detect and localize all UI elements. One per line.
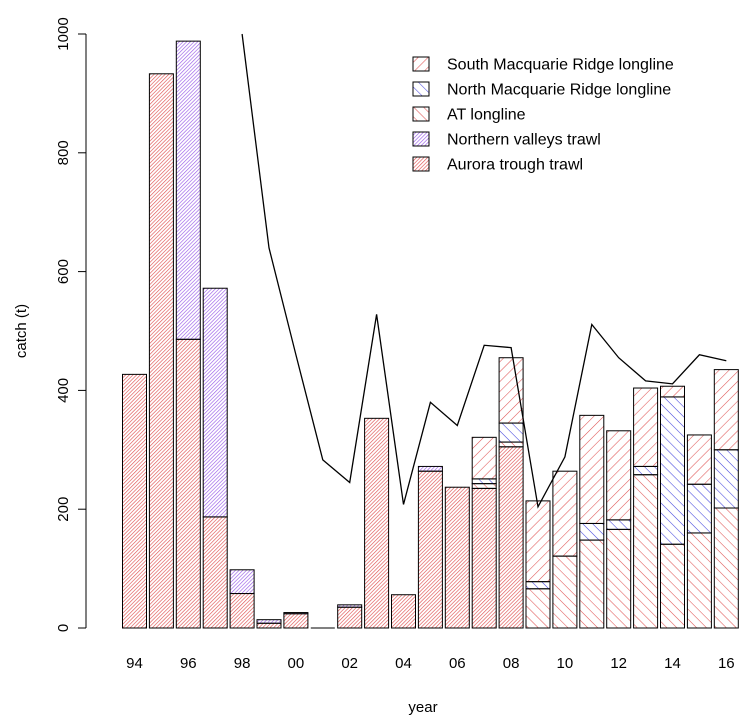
bar-aurora-trough-trawl-2002: [337, 606, 363, 629]
legend-swatch-at-longline: [412, 106, 430, 122]
bar-south-macquarie-ridge-longline-2008: [498, 357, 524, 424]
x-axis-title: year: [408, 699, 437, 716]
bar-aurora-trough-trawl-1995: [148, 73, 174, 629]
bar-at-longline-2016: [713, 507, 739, 629]
legend-label-at-longline: AT longline: [447, 107, 526, 124]
x-tick-label: 12: [610, 655, 627, 672]
bar-north-macquarie-ridge-longline-2009: [525, 581, 551, 590]
bar-layer: [122, 40, 739, 629]
bar-south-macquarie-ridge-longline-2015: [686, 434, 712, 485]
bar-at-longline-2010: [552, 555, 578, 629]
bar-at-longline-2009: [525, 588, 551, 629]
bar-aurora-trough-trawl-1999: [256, 622, 282, 629]
y-tick-label: 200: [55, 497, 72, 522]
bar-at-longline-2015: [686, 532, 712, 629]
bar-south-macquarie-ridge-longline-2013: [633, 387, 659, 467]
y-tick-label: 600: [55, 259, 72, 284]
bar-northern-valleys-trawl-1996: [175, 40, 201, 340]
bar-north-macquarie-ridge-longline-2008: [498, 422, 524, 443]
legend-swatch-northern-valleys-trawl: [412, 131, 430, 147]
bar-north-macquarie-ridge-longline-2012: [606, 519, 632, 530]
bar-aurora-trough-trawl-1998: [229, 593, 255, 629]
bar-south-macquarie-ridge-longline-2011: [579, 414, 605, 524]
bar-aurora-trough-trawl-2007: [471, 487, 497, 629]
bar-north-macquarie-ridge-longline-2007: [471, 478, 497, 485]
bar-northern-valleys-trawl-1998: [229, 569, 255, 595]
legend-label-northern-valleys-trawl: Northern valleys trawl: [447, 132, 601, 149]
y-tick-label: 1000: [55, 17, 72, 50]
total-line-layer: [241, 33, 727, 509]
bar-north-macquarie-ridge-longline-2013: [633, 465, 659, 476]
bar-aurora-trough-trawl-2006: [444, 486, 470, 629]
bar-north-macquarie-ridge-longline-2015: [686, 483, 712, 534]
bar-south-macquarie-ridge-longline-2016: [713, 369, 739, 451]
bar-at-longline-2008: [498, 441, 524, 448]
x-tick-label: 14: [664, 655, 681, 672]
bar-northern-valleys-trawl-1999: [256, 619, 282, 624]
legend-swatch-north-macquarie-ridge-longline: [412, 81, 430, 97]
x-axis: 94 96 98 00 02 04 06 08 10 12 14 16: [126, 655, 734, 672]
y-tick-label: 800: [55, 140, 72, 165]
x-tick-label: 16: [718, 655, 735, 672]
x-tick-label: 96: [180, 655, 197, 672]
bar-at-longline-2011: [579, 539, 605, 629]
y-tick-label: 400: [55, 378, 72, 403]
bar-northern-valleys-trawl-2000: [283, 612, 309, 615]
bar-north-macquarie-ridge-longline-2014: [660, 396, 685, 545]
bar-south-macquarie-ridge-longline-2010: [552, 470, 578, 557]
x-tick-label: 02: [341, 655, 358, 672]
bar-at-longline-2014: [660, 543, 685, 629]
y-axis: 0 200 400 600 800 1000: [55, 17, 87, 632]
legend-label-south-macquarie-ridge-longline: South Macquarie Ridge longline: [447, 57, 674, 74]
bar-at-longline-2012: [606, 528, 632, 629]
x-tick-label: 98: [234, 655, 251, 672]
bar-at-longline-2007: [471, 483, 497, 489]
y-tick-label: 0: [55, 624, 72, 632]
legend-swatch-south-macquarie-ridge-longline: [412, 56, 430, 72]
bar-aurora-trough-trawl-2008: [498, 446, 524, 629]
bar-aurora-trough-trawl-1997: [202, 516, 228, 629]
x-tick-label: 10: [557, 655, 574, 672]
total-catch-line: [241, 33, 727, 509]
bar-northern-valleys-trawl-1997: [202, 287, 228, 518]
bar-south-macquarie-ridge-longline-2014: [660, 385, 685, 398]
x-tick-label: 04: [395, 655, 412, 672]
legend-label-aurora-trough-trawl: Aurora trough trawl: [447, 157, 583, 174]
bar-northern-valleys-trawl-2005: [417, 465, 443, 472]
bar-south-macquarie-ridge-longline-2012: [606, 430, 632, 521]
y-axis-title: catch (t): [13, 304, 30, 358]
x-tick-label: 08: [503, 655, 520, 672]
bar-aurora-trough-trawl-2004: [391, 594, 416, 629]
bar-at-longline-2013: [633, 474, 659, 629]
bar-aurora-trough-trawl-1994: [122, 373, 147, 629]
bar-aurora-trough-trawl-2003: [364, 417, 390, 629]
x-tick-label: 06: [449, 655, 466, 672]
legend-label-north-macquarie-ridge-longline: North Macquarie Ridge longline: [447, 82, 671, 99]
bar-aurora-trough-trawl-2005: [417, 470, 443, 629]
bar-aurora-trough-trawl-2000: [283, 613, 309, 629]
x-tick-label: 00: [288, 655, 305, 672]
bar-north-macquarie-ridge-longline-2016: [713, 449, 739, 509]
legend: South Macquarie Ridge longline North Macq…: [412, 56, 674, 174]
x-tick-label: 94: [126, 655, 143, 672]
legend-swatch-aurora-trough-trawl: [412, 156, 430, 172]
bar-northern-valleys-trawl-2002: [337, 604, 363, 608]
bar-south-macquarie-ridge-longline-2007: [471, 436, 497, 480]
bar-aurora-trough-trawl-1996: [175, 338, 201, 629]
bar-north-macquarie-ridge-longline-2011: [579, 522, 605, 541]
bar-south-macquarie-ridge-longline-2009: [525, 500, 551, 583]
